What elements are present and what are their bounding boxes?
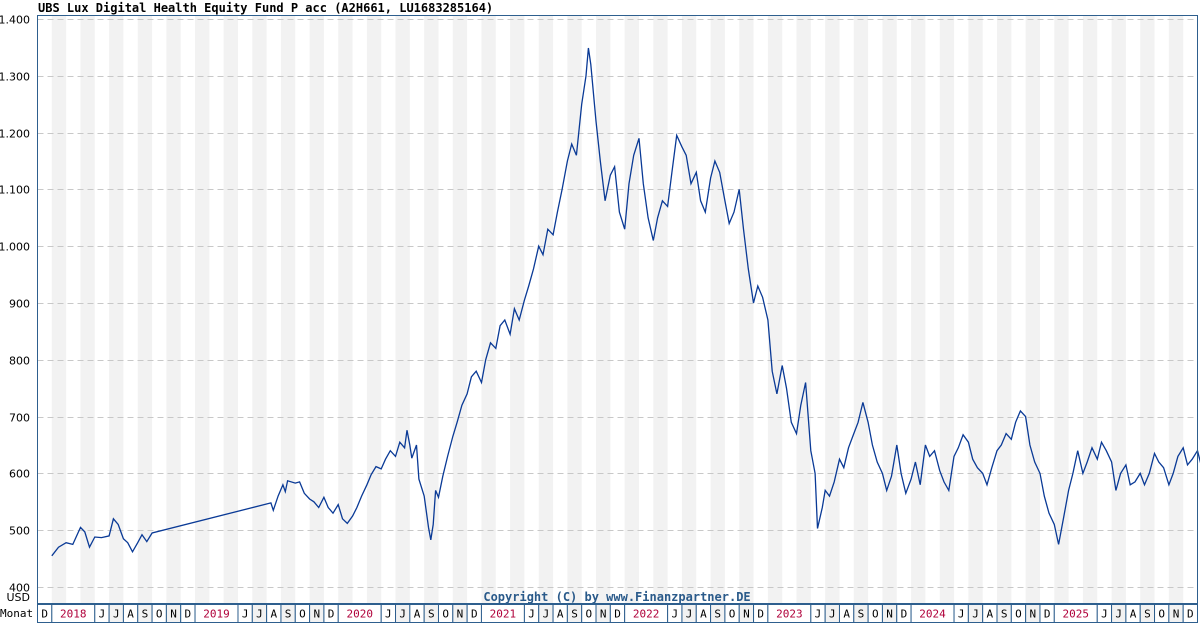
svg-text:1.200: 1.200: [0, 128, 30, 141]
svg-text:O: O: [299, 608, 306, 621]
copyright-text: Copyright (C) by www.Finanzpartner.DE: [483, 590, 750, 604]
svg-text:1.300: 1.300: [0, 71, 30, 84]
svg-text:J: J: [1115, 608, 1122, 621]
svg-text:800: 800: [9, 355, 30, 368]
svg-text:D: D: [328, 608, 335, 621]
price-line: [51, 47, 1200, 557]
svg-text:D: D: [1187, 608, 1194, 621]
svg-text:2019: 2019: [203, 608, 230, 621]
svg-text:2020: 2020: [346, 608, 373, 621]
svg-text:2024: 2024: [919, 608, 946, 621]
svg-text:J: J: [958, 608, 965, 621]
svg-text:D: D: [41, 608, 48, 621]
svg-text:S: S: [285, 608, 292, 621]
svg-text:400: 400: [9, 582, 30, 595]
svg-text:N: N: [886, 608, 893, 621]
svg-text:1.400: 1.400: [0, 14, 30, 27]
svg-text:N: N: [457, 608, 464, 621]
svg-text:N: N: [600, 608, 607, 621]
svg-text:A: A: [987, 608, 994, 621]
svg-text:O: O: [1158, 608, 1165, 621]
svg-text:N: N: [1173, 608, 1180, 621]
month-axis: D 2018 J J A S O N D 2019 J J A S O N D 2020 J J A S O N D 2021 J J…: [37, 604, 1198, 623]
gridlines: [37, 19, 1198, 588]
svg-text:A: A: [700, 608, 707, 621]
chart-title: UBS Lux Digital Health Equity Fund P acc…: [38, 1, 494, 15]
svg-text:J: J: [99, 608, 106, 621]
svg-text:1.000: 1.000: [0, 241, 30, 254]
month-row-label: Monat: [0, 607, 33, 620]
svg-text:A: A: [270, 608, 277, 621]
svg-text:O: O: [1015, 608, 1022, 621]
svg-text:O: O: [872, 608, 879, 621]
svg-text:600: 600: [9, 468, 30, 481]
svg-text:J: J: [399, 608, 406, 621]
svg-text:500: 500: [9, 525, 30, 538]
svg-text:J: J: [385, 608, 392, 621]
svg-text:A: A: [843, 608, 850, 621]
currency-label: USD: [6, 591, 30, 604]
svg-text:S: S: [428, 608, 435, 621]
svg-text:S: S: [714, 608, 721, 621]
svg-text:S: S: [1001, 608, 1008, 621]
svg-text:D: D: [1044, 608, 1051, 621]
svg-text:2023: 2023: [776, 608, 803, 621]
svg-text:O: O: [442, 608, 449, 621]
svg-text:S: S: [1144, 608, 1151, 621]
svg-text:D: D: [757, 608, 764, 621]
svg-text:700: 700: [9, 412, 30, 425]
month-bands: [51, 15, 1184, 604]
svg-text:N: N: [1029, 608, 1036, 621]
svg-text:A: A: [127, 608, 134, 621]
svg-text:D: D: [614, 608, 621, 621]
svg-text:N: N: [743, 608, 750, 621]
svg-text:A: A: [414, 608, 421, 621]
svg-text:J: J: [113, 608, 120, 621]
svg-text:J: J: [671, 608, 678, 621]
svg-text:2025: 2025: [1063, 608, 1090, 621]
svg-text:A: A: [1130, 608, 1137, 621]
svg-text:D: D: [901, 608, 908, 621]
svg-text:J: J: [242, 608, 249, 621]
svg-text:2021: 2021: [490, 608, 517, 621]
svg-text:S: S: [571, 608, 578, 621]
svg-text:J: J: [815, 608, 822, 621]
svg-text:N: N: [313, 608, 320, 621]
svg-text:O: O: [729, 608, 736, 621]
svg-text:J: J: [543, 608, 550, 621]
svg-text:O: O: [156, 608, 163, 621]
svg-text:1.100: 1.100: [0, 184, 30, 197]
svg-text:2018: 2018: [60, 608, 87, 621]
svg-text:J: J: [686, 608, 693, 621]
svg-text:O: O: [586, 608, 593, 621]
svg-text:J: J: [256, 608, 263, 621]
svg-text:A: A: [557, 608, 564, 621]
svg-text:J: J: [528, 608, 535, 621]
plot-frame: [37, 15, 1198, 604]
svg-text:J: J: [829, 608, 836, 621]
svg-text:D: D: [185, 608, 192, 621]
svg-text:S: S: [142, 608, 149, 621]
svg-text:N: N: [170, 608, 177, 621]
svg-text:D: D: [471, 608, 478, 621]
y-axis-labels: 400 500 600 700 800 900 1.000 1.100 1.200 1.300 1.…: [0, 14, 30, 595]
svg-text:S: S: [858, 608, 865, 621]
svg-text:J: J: [972, 608, 979, 621]
svg-text:900: 900: [9, 298, 30, 311]
svg-text:J: J: [1101, 608, 1108, 621]
svg-text:2022: 2022: [633, 608, 660, 621]
